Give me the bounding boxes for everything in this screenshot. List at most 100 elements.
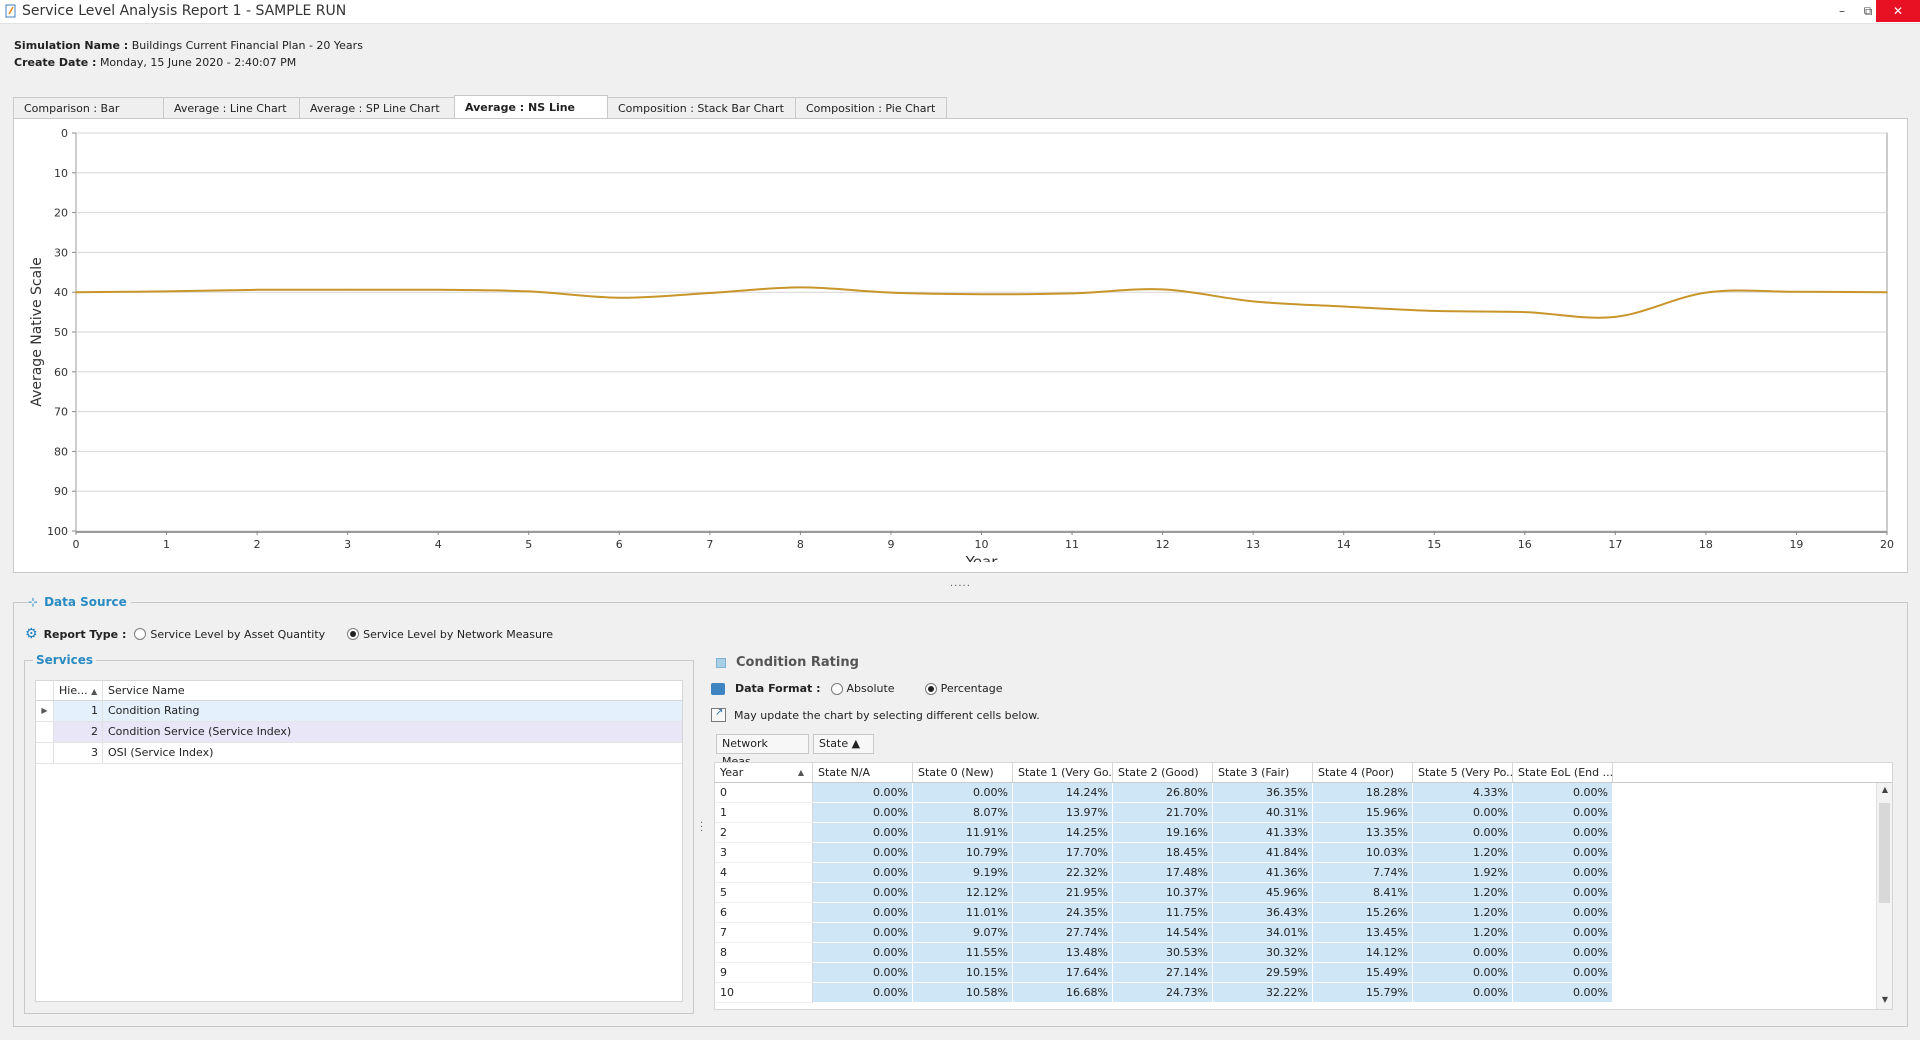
grid-value-cell[interactable]: 29.59%	[1213, 963, 1313, 983]
grid-value-cell[interactable]: 14.54%	[1113, 923, 1213, 943]
grid-value-cell[interactable]: 15.79%	[1313, 983, 1413, 1003]
grid-value-cell[interactable]: 0.00%	[813, 983, 913, 1003]
column-header-state-1[interactable]: State 1 (Very Go...	[1013, 763, 1113, 782]
grid-value-cell[interactable]: 0.00%	[1413, 943, 1513, 963]
grid-value-cell[interactable]: 15.96%	[1313, 803, 1413, 823]
grid-value-cell[interactable]: 15.49%	[1313, 963, 1413, 983]
grid-value-cell[interactable]: 16.68%	[1013, 983, 1113, 1003]
grid-value-cell[interactable]: 11.91%	[913, 823, 1013, 843]
scroll-down-icon[interactable]: ▼	[1881, 995, 1889, 1004]
grid-value-cell[interactable]: 0.00%	[813, 823, 913, 843]
grid-value-cell[interactable]: 0.00%	[1513, 823, 1613, 843]
column-header-state-0[interactable]: State 0 (New)	[913, 763, 1013, 782]
grid-value-cell[interactable]: 41.84%	[1213, 843, 1313, 863]
panel-splitter[interactable]: .....	[950, 578, 971, 589]
grid-value-cell[interactable]: 41.36%	[1213, 863, 1313, 883]
grid-value-cell[interactable]: 14.25%	[1013, 823, 1113, 843]
grid-value-cell[interactable]: 27.14%	[1113, 963, 1213, 983]
grid-value-cell[interactable]: 18.45%	[1113, 843, 1213, 863]
service-row[interactable]: 2 Condition Service (Service Index)	[36, 722, 682, 743]
pivot-state-button[interactable]: State ▲	[813, 734, 874, 754]
grid-value-cell[interactable]: 0.00%	[1513, 883, 1613, 903]
grid-value-cell[interactable]: 26.80%	[1113, 783, 1213, 803]
grid-row[interactable]: 6 0.00% 11.01% 24.35% 11.75% 36.43% 15.26% 1.20…	[715, 903, 1892, 923]
grid-value-cell[interactable]: 1.20%	[1413, 923, 1513, 943]
grid-value-cell[interactable]: 0.00%	[813, 963, 913, 983]
tab-composition-pie-chart[interactable]: Composition : Pie Chart	[795, 97, 947, 119]
grid-value-cell[interactable]: 0.00%	[1413, 983, 1513, 1003]
grid-value-cell[interactable]: 21.95%	[1013, 883, 1113, 903]
grid-value-cell[interactable]: 10.37%	[1113, 883, 1213, 903]
grid-value-cell[interactable]: 0.00%	[813, 803, 913, 823]
grid-value-cell[interactable]: 13.97%	[1013, 803, 1113, 823]
services-grid[interactable]: Hie... ▲ Service Name ▶ 1 Condition Rati…	[35, 680, 683, 1002]
column-header-service-name[interactable]: Service Name	[108, 684, 185, 697]
column-header-state-3[interactable]: State 3 (Fair)	[1213, 763, 1313, 782]
grid-value-cell[interactable]: 1.20%	[1413, 883, 1513, 903]
service-row[interactable]: ▶ 1 Condition Rating	[36, 701, 682, 722]
grid-value-cell[interactable]: 0.00%	[1513, 863, 1613, 883]
grid-value-cell[interactable]: 24.73%	[1113, 983, 1213, 1003]
pin-icon[interactable]: ⊹	[28, 595, 39, 609]
grid-value-cell[interactable]: 0.00%	[813, 783, 913, 803]
grid-row[interactable]: 4 0.00% 9.19% 22.32% 17.48% 41.36% 7.74% 1.92% 0…	[715, 863, 1892, 883]
grid-row[interactable]: 9 0.00% 10.15% 17.64% 27.14% 29.59% 15.49% 0.00…	[715, 963, 1892, 983]
tab-average-line-chart[interactable]: Average : Line Chart	[163, 97, 300, 119]
grid-row[interactable]: 5 0.00% 12.12% 21.95% 10.37% 45.96% 8.41% 1.20%…	[715, 883, 1892, 903]
grid-value-cell[interactable]: 30.53%	[1113, 943, 1213, 963]
minimize-button[interactable]: –	[1839, 4, 1845, 18]
column-header-state-eol[interactable]: State EoL (End ...	[1513, 763, 1613, 782]
grid-value-cell[interactable]: 11.55%	[913, 943, 1013, 963]
grid-row[interactable]: 10 0.00% 10.58% 16.68% 24.73% 32.22% 15.79% 0.0…	[715, 983, 1892, 1003]
grid-value-cell[interactable]: 13.35%	[1313, 823, 1413, 843]
grid-row[interactable]: 2 0.00% 11.91% 14.25% 19.16% 41.33% 13.35% 0.00…	[715, 823, 1892, 843]
grid-value-cell[interactable]: 30.32%	[1213, 943, 1313, 963]
grid-value-cell[interactable]: 8.41%	[1313, 883, 1413, 903]
grid-value-cell[interactable]: 32.22%	[1213, 983, 1313, 1003]
pivot-network-measure-button[interactable]: Network Meas...	[716, 734, 809, 768]
radio-percentage-label[interactable]: Percentage	[940, 682, 1003, 695]
grid-value-cell[interactable]: 10.15%	[913, 963, 1013, 983]
grid-value-cell[interactable]: 13.48%	[1013, 943, 1113, 963]
grid-value-cell[interactable]: 11.01%	[913, 903, 1013, 923]
radio-absolute-label[interactable]: Absolute	[846, 682, 895, 695]
grid-row[interactable]: 0 0.00% 0.00% 14.24% 26.80% 36.35% 18.28% 4.33%…	[715, 783, 1892, 803]
grid-value-cell[interactable]: 9.07%	[913, 923, 1013, 943]
grid-value-cell[interactable]: 0.00%	[813, 923, 913, 943]
grid-value-cell[interactable]: 22.32%	[1013, 863, 1113, 883]
grid-value-cell[interactable]: 0.00%	[1413, 963, 1513, 983]
radio-asset-quantity[interactable]	[134, 628, 147, 640]
grid-value-cell[interactable]: 17.64%	[1013, 963, 1113, 983]
service-row[interactable]: 3 OSI (Service Index)	[36, 743, 682, 764]
radio-absolute[interactable]	[830, 682, 843, 695]
column-header-hierarchy[interactable]: Hie... ▲	[54, 681, 103, 700]
radio-asset-quantity-label[interactable]: Service Level by Asset Quantity	[150, 627, 326, 641]
grid-value-cell[interactable]: 0.00%	[913, 783, 1013, 803]
radio-percentage[interactable]	[924, 682, 937, 695]
grid-value-cell[interactable]: 14.24%	[1013, 783, 1113, 803]
grid-value-cell[interactable]: 24.35%	[1013, 903, 1113, 923]
grid-value-cell[interactable]: 8.07%	[913, 803, 1013, 823]
column-header-state-5[interactable]: State 5 (Very Po...	[1413, 763, 1513, 782]
pivot-grid[interactable]: Year ▲ State N/A State 0 (New) State 1 (V…	[714, 762, 1893, 1010]
column-header-year[interactable]: Year ▲	[715, 763, 813, 782]
grid-value-cell[interactable]: 0.00%	[1513, 923, 1613, 943]
grid-value-cell[interactable]: 18.28%	[1313, 783, 1413, 803]
grid-value-cell[interactable]: 10.58%	[913, 983, 1013, 1003]
grid-value-cell[interactable]: 0.00%	[813, 843, 913, 863]
grid-value-cell[interactable]: 0.00%	[813, 883, 913, 903]
restore-button[interactable]: ⧉	[1863, 4, 1873, 18]
grid-value-cell[interactable]: 12.12%	[913, 883, 1013, 903]
grid-value-cell[interactable]: 21.70%	[1113, 803, 1213, 823]
grid-value-cell[interactable]: 27.74%	[1013, 923, 1113, 943]
tab-average-ns-line-chart[interactable]: Average : NS Line Chart	[454, 95, 608, 138]
grid-value-cell[interactable]: 36.35%	[1213, 783, 1313, 803]
tab-comparison-bar-chart[interactable]: Comparison : Bar Chart	[13, 97, 164, 136]
scroll-up-icon[interactable]: ▲	[1881, 785, 1889, 794]
tab-average-sp-line-chart[interactable]: Average : SP Line Chart	[299, 97, 455, 119]
grid-value-cell[interactable]: 10.79%	[913, 843, 1013, 863]
column-header-state-2[interactable]: State 2 (Good)	[1113, 763, 1213, 782]
grid-value-cell[interactable]: 7.74%	[1313, 863, 1413, 883]
grid-value-cell[interactable]: 19.16%	[1113, 823, 1213, 843]
grid-value-cell[interactable]: 15.26%	[1313, 903, 1413, 923]
